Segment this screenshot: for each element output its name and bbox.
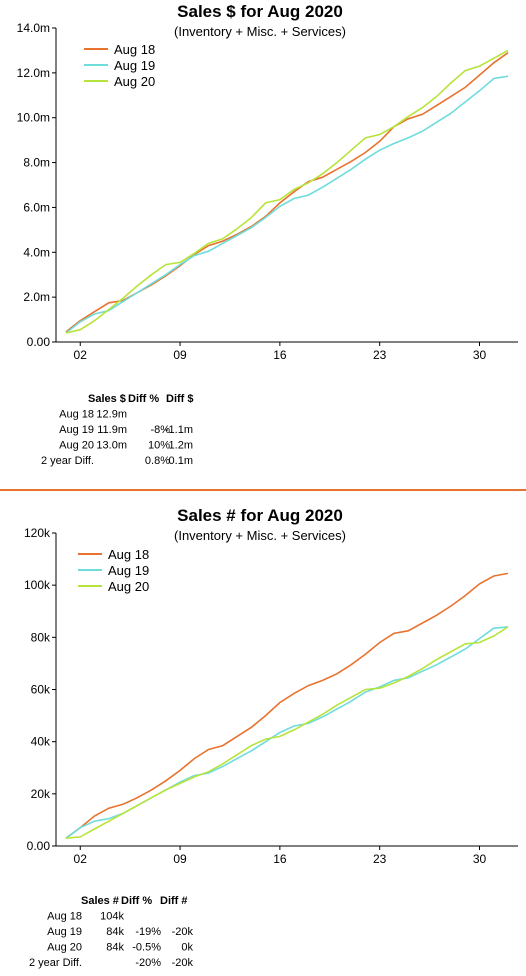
y-tick-label: 10.0m <box>17 111 50 125</box>
table-cell-diff: -20k <box>172 957 194 969</box>
table-header: Diff $ <box>166 393 194 405</box>
x-tick-label: 02 <box>74 852 88 866</box>
table-cell-pct: -20% <box>135 957 161 969</box>
table-row: Aug 18 104k <box>47 911 124 923</box>
series-line-aug-20 <box>65 49 509 334</box>
sales-count-summary-table: Sales # Diff % Diff # Aug 18 104k Aug 19 84k -1… <box>29 895 193 969</box>
table-cell-pct: 0.8% <box>145 455 170 467</box>
y-tick-label: 40k <box>31 735 51 749</box>
sales-dollar-chart: Sales $ for Aug 2020 (Inventory + Misc. … <box>17 2 518 362</box>
y-tick-label: 80k <box>31 630 51 644</box>
chart-title: Sales # for Aug 2020 <box>177 506 343 525</box>
table-cell-label: Aug 20 <box>47 942 82 954</box>
table-header: Diff % <box>121 895 152 907</box>
table-header: Diff % <box>128 393 159 405</box>
y-tick-label: 0.00 <box>27 335 51 349</box>
table-cell-sales: 12.9m <box>96 409 127 421</box>
x-tick-label: 02 <box>74 348 88 362</box>
table-cell-label: Aug 18 <box>47 911 82 923</box>
y-tick-label: 6.0m <box>23 200 50 214</box>
table-row: Aug 19 11.9m -8%-1.1m <box>59 424 193 436</box>
table-cell-diff: 1.2m <box>169 440 193 452</box>
chart-subtitle: (Inventory + Misc. + Services) <box>174 528 346 543</box>
chart-title: Sales $ for Aug 2020 <box>177 2 343 21</box>
y-tick-label: 60k <box>31 683 51 697</box>
table-row: Aug 19 84k -19% -20k <box>47 926 193 938</box>
table-cell-sales: 84k <box>106 942 124 954</box>
y-tick-label: 14.0m <box>17 21 50 35</box>
table-row: Aug 20 13.0m 10%1.2m <box>59 440 193 452</box>
legend-label: Aug 18 <box>108 547 149 562</box>
x-tick-label: 09 <box>173 852 187 866</box>
table-cell-pct: -19% <box>135 926 161 938</box>
table-cell-label: Aug 19 <box>47 926 82 938</box>
table-header: Sales # <box>81 895 119 907</box>
table-cell-label: 2 year Diff. <box>41 455 94 467</box>
x-tick-label: 16 <box>273 852 287 866</box>
table-row: 2 year Diff. -20% -20k <box>29 957 193 969</box>
legend-label: Aug 18 <box>114 42 155 57</box>
table-row: 2 year Diff. 0.8%0.1m <box>41 455 193 467</box>
legend-label: Aug 20 <box>114 74 155 89</box>
table-cell-diff: 0.1m <box>169 455 193 467</box>
series-line-aug-19 <box>65 75 509 334</box>
y-tick-label: 100k <box>24 578 51 592</box>
x-tick-label: 16 <box>273 348 287 362</box>
table-cell-label: 2 year Diff. <box>29 957 82 969</box>
chart-subtitle: (Inventory + Misc. + Services) <box>174 24 346 39</box>
table-cell-pct: 10% <box>148 440 170 452</box>
x-tick-label: 30 <box>473 348 487 362</box>
x-tick-label: 23 <box>373 348 387 362</box>
table-cell-pct: -0.5% <box>132 942 161 954</box>
x-tick-label: 23 <box>373 852 387 866</box>
table-cell-sales: 84k <box>106 926 124 938</box>
table-cell-sales: 104k <box>100 911 124 923</box>
series-line-aug-20 <box>65 626 509 839</box>
table-row: Aug 20 84k -0.5% 0k <box>47 942 193 954</box>
section-divider <box>0 489 526 491</box>
x-tick-label: 30 <box>473 852 487 866</box>
y-tick-label: 8.0m <box>23 156 50 170</box>
y-tick-label: 12.0m <box>17 66 50 80</box>
y-tick-label: 4.0m <box>23 245 50 259</box>
table-cell-diff: -20k <box>172 926 194 938</box>
table-header: Sales $ <box>88 393 126 405</box>
table-cell-sales: 13.0m <box>96 440 127 452</box>
x-tick-label: 09 <box>173 348 187 362</box>
table-header: Diff # <box>160 895 188 907</box>
table-row: Aug 18 12.9m <box>59 409 127 421</box>
legend-label: Aug 19 <box>108 563 149 578</box>
table-cell-sales: 11.9m <box>97 424 127 436</box>
table-cell-pct: -8% <box>150 424 170 436</box>
sales-count-chart: Sales # for Aug 2020 (Inventory + Misc. … <box>24 506 518 866</box>
table-cell-label: Aug 20 <box>59 440 94 452</box>
legend-label: Aug 19 <box>114 58 155 73</box>
series-line-aug-18 <box>65 572 509 839</box>
table-cell-diff: 0k <box>181 942 193 954</box>
table-cell-diff: -1.1m <box>165 424 193 436</box>
legend-label: Aug 20 <box>108 579 149 594</box>
y-tick-label: 120k <box>24 526 51 540</box>
y-tick-label: 2.0m <box>23 290 50 304</box>
y-tick-label: 0.00 <box>27 839 51 853</box>
table-cell-label: Aug 19 <box>59 424 94 436</box>
table-cell-label: Aug 18 <box>59 409 94 421</box>
y-tick-label: 20k <box>31 787 51 801</box>
